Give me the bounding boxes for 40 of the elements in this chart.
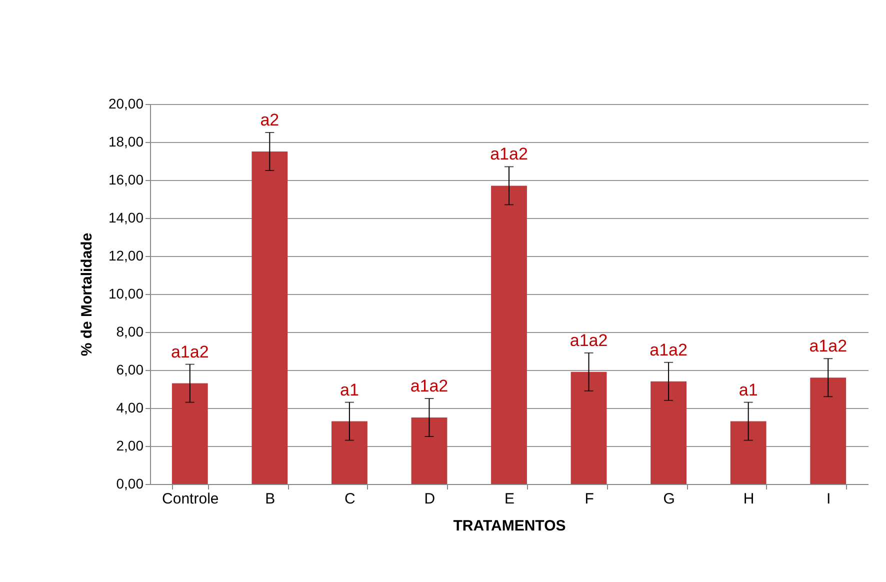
y-tick-label: 12,00 xyxy=(108,248,144,264)
y-axis-title: % de Mortalidade xyxy=(78,232,96,356)
x-tick-label: G xyxy=(663,490,675,508)
x-tick-label: I xyxy=(826,490,831,508)
x-tick-label: D xyxy=(424,490,436,508)
annotation: a2 xyxy=(260,110,280,130)
annotation: a1a2 xyxy=(650,340,688,360)
y-tick-label: 8,00 xyxy=(116,324,144,340)
y-tick-label: 4,00 xyxy=(116,400,144,416)
y-tick-label: 20,00 xyxy=(108,96,144,112)
y-tick-label: 18,00 xyxy=(108,134,144,150)
bar xyxy=(411,418,448,484)
bar xyxy=(570,372,607,484)
bar xyxy=(730,421,766,484)
annotation: a1a2 xyxy=(410,376,448,396)
annotation: a1 xyxy=(340,380,359,400)
annotation: a1a2 xyxy=(170,342,209,362)
x-tick-label: F xyxy=(584,490,594,508)
y-tick-label: 0,00 xyxy=(116,476,144,492)
x-axis-title: TRATAMENTOS xyxy=(453,518,566,534)
y-tick-label: 16,00 xyxy=(108,172,144,188)
bar xyxy=(810,378,846,484)
y-tick-label: 14,00 xyxy=(108,210,144,226)
x-tick-label: H xyxy=(743,490,754,508)
x-tick-label: C xyxy=(344,490,356,508)
annotation: a1a2 xyxy=(570,330,608,350)
annotation: a1a2 xyxy=(809,336,848,356)
annotation: a1a2 xyxy=(490,144,528,164)
y-tick-label: 6,00 xyxy=(116,362,144,378)
bar xyxy=(172,383,208,484)
bar xyxy=(491,186,527,484)
x-tick-label: Controle xyxy=(162,490,219,508)
y-tick-label: 2,00 xyxy=(116,438,144,454)
bar xyxy=(331,421,368,484)
bar xyxy=(650,381,687,484)
x-tick-label: B xyxy=(265,490,276,508)
annotation: a1 xyxy=(738,380,758,400)
bar xyxy=(252,152,288,484)
x-tick-label: E xyxy=(504,490,515,508)
y-tick-label: 10,00 xyxy=(108,286,144,302)
